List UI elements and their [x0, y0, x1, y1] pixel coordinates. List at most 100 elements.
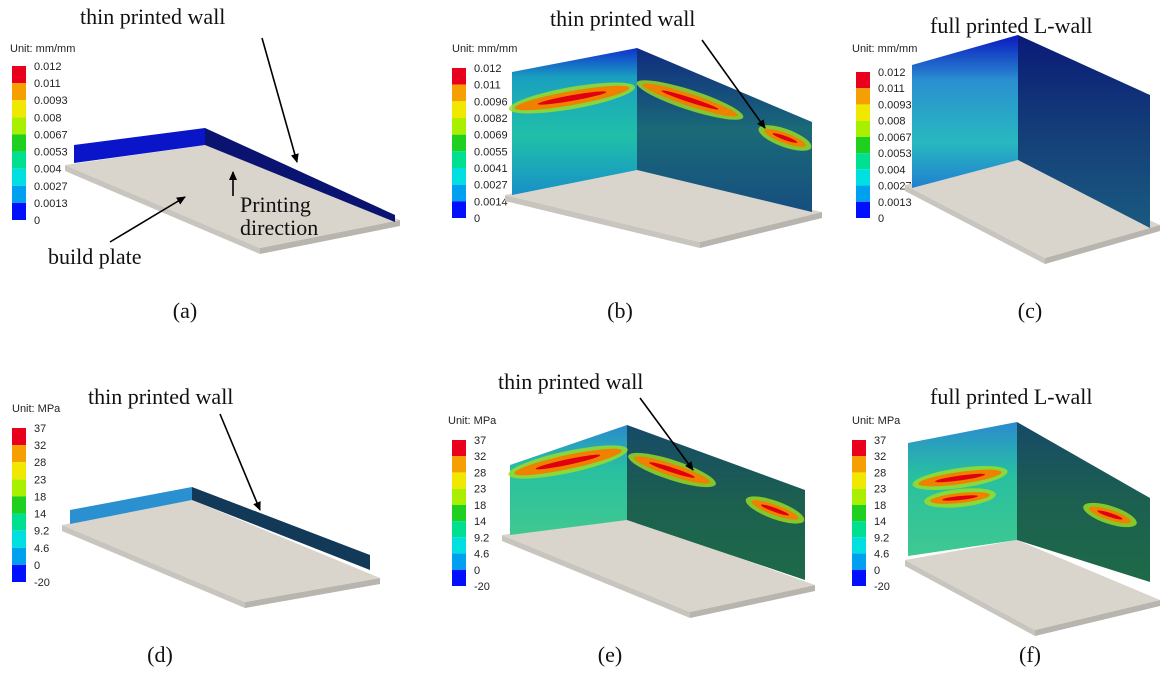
legend-tick-label: 14: [34, 509, 46, 521]
legend-tick-label: 18: [874, 500, 886, 512]
contour-hotspot: [535, 454, 601, 470]
plate-edge: [62, 525, 245, 608]
legend-swatch: [452, 201, 466, 218]
legend-tick-label: 0.0055: [474, 146, 508, 158]
legend-swatch: [12, 445, 26, 463]
annotation: full printed L-wall: [930, 13, 1093, 38]
legend-swatch: [12, 513, 26, 531]
legend-tick-label: 4.6: [474, 549, 489, 561]
plate-edge: [65, 165, 260, 254]
legend-unit: Unit: MPa: [448, 415, 497, 427]
plate-edge: [700, 212, 822, 248]
legend-swatch: [12, 134, 26, 152]
legend-tick-label: 0.0096: [474, 96, 508, 108]
legend-swatch: [12, 168, 26, 186]
legend-swatch: [12, 100, 26, 118]
panel: Unit: mm/mm 0.012 0.011 0.0093 0.008 0.0067 0.…: [852, 13, 1160, 323]
build-plate: [905, 540, 1160, 630]
plate-edge: [905, 185, 1045, 264]
annotation: thin printed wall: [498, 369, 643, 394]
legend-swatch: [856, 104, 870, 121]
legend-tick-label: 32: [474, 451, 486, 463]
panel-label: (e): [598, 642, 622, 667]
legend-swatch: [452, 101, 466, 118]
annotation-arrow: [109, 196, 186, 243]
plate-edge: [690, 585, 815, 618]
legend-unit: Unit: MPa: [12, 403, 61, 415]
legend-tick-label: 23: [34, 474, 46, 486]
contour-hotspot: [661, 90, 719, 110]
legend-swatch: [856, 120, 870, 137]
wall-face: [1018, 35, 1150, 228]
legend-tick-label: 37: [34, 423, 46, 435]
legend-tick-label: 0: [874, 565, 880, 577]
wall-face: [70, 487, 192, 524]
plate-edge: [260, 220, 400, 254]
legend-swatch: [452, 151, 466, 168]
annotation: Printing: [240, 192, 311, 217]
legend-swatch: [852, 537, 866, 554]
legend-swatch: [452, 68, 466, 85]
legend-tick-label: 0: [34, 560, 40, 572]
legend-tick-label: 0.0053: [34, 147, 68, 159]
annotation: thin printed wall: [80, 4, 225, 29]
plate-edge: [505, 195, 700, 248]
legend-tick-label: 9.2: [474, 532, 489, 544]
legend-swatch: [12, 530, 26, 548]
legend-swatch: [452, 456, 466, 473]
legend-swatch: [852, 521, 866, 538]
legend-swatch: [452, 134, 466, 152]
annotation-arrow: [701, 39, 766, 129]
legend-swatch: [452, 84, 466, 102]
annotation-arrow: [219, 413, 261, 511]
contour-hotspot: [537, 91, 607, 105]
legend-tick-label: 18: [34, 491, 46, 503]
legend-unit: Unit: mm/mm: [10, 43, 75, 55]
legend-tick-label: -20: [34, 577, 50, 589]
legend-tick-label: 0.011: [34, 78, 61, 90]
legend-tick-label: 0.011: [474, 80, 501, 92]
annotation-arrow: [261, 37, 299, 163]
legend-swatch: [12, 564, 26, 582]
legend-tick-label: 0.012: [878, 67, 906, 79]
legend-tick-label: 4.6: [34, 543, 49, 555]
legend-tick-label: 32: [874, 451, 886, 463]
wall-face: [510, 425, 627, 535]
legend-tick-label: 0: [474, 213, 480, 225]
legend-tick-label: 0.0082: [474, 113, 508, 125]
legend-tick-label: 0.0013: [878, 197, 912, 209]
legend-swatch: [12, 151, 26, 169]
legend-swatch: [452, 504, 466, 522]
legend-swatch: [452, 488, 466, 505]
legend-tick-label: 0.012: [474, 63, 502, 75]
build-plate: [505, 170, 822, 242]
legend-tick-label: 0.008: [34, 112, 62, 124]
legend-swatch: [852, 488, 866, 505]
legend-tick-label: 0.012: [34, 61, 62, 73]
panel-label: (b): [607, 298, 633, 323]
legend-swatch: [852, 472, 866, 489]
plate-edge: [1045, 225, 1160, 264]
legend-tick-label: 0.0069: [474, 130, 508, 142]
legend-swatch: [452, 118, 466, 135]
legend-unit: Unit: MPa: [852, 415, 901, 427]
panel: Unit: MPa 37 32 28 23 18 14 9.2 4.6 0 -20 thin prin…: [12, 384, 380, 667]
build-plate: [502, 518, 815, 612]
wall-face: [512, 48, 637, 195]
panel: Unit: MPa 37 32 28 23 18 14 9.2 4.6 0 -20 full prin…: [852, 384, 1160, 667]
contour-hotspot: [935, 473, 985, 483]
legend-tick-label: 0.0093: [878, 99, 912, 111]
legend-tick-label: 0: [878, 213, 884, 225]
build-plate: [65, 145, 400, 248]
wall-face: [192, 487, 370, 570]
panel-label: (a): [173, 298, 197, 323]
legend-tick-label: 0.0093: [34, 95, 68, 107]
contour-hotspot: [772, 133, 798, 143]
plate-edge: [905, 560, 1035, 636]
plate-edge: [502, 535, 690, 618]
legend-tick-label: 9.2: [874, 532, 889, 544]
legend-swatch: [12, 496, 26, 514]
contour-hotspot: [1097, 510, 1123, 520]
legend-tick-label: 9.2: [34, 526, 49, 538]
